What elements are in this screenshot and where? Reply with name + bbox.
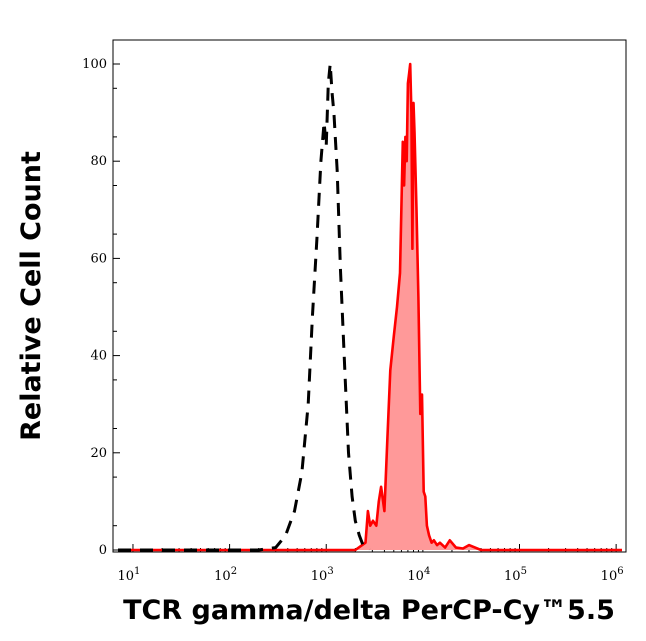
x-tick-label: 106 (601, 566, 624, 584)
y-tick-label: 0 (99, 543, 107, 558)
y-tick-label: 20 (90, 446, 107, 461)
stained-series-line (118, 62, 622, 552)
control-series-line (118, 62, 371, 552)
x-tick-label: 103 (311, 566, 334, 584)
plot-frame (112, 39, 627, 553)
y-axis-ticks: 0 20 40 60 80 100 (82, 57, 120, 558)
y-axis-title: Relative Cell Count (16, 151, 47, 441)
x-axis-ticks: 101 102 103 104 105 106 (118, 544, 624, 584)
x-tick-label: 104 (407, 566, 430, 584)
y-tick-label: 80 (90, 154, 107, 169)
y-tick-label: 100 (82, 57, 107, 72)
y-tick-label: 40 (90, 349, 107, 364)
stained-fill-area (118, 64, 622, 550)
minor-ticks (113, 87, 613, 552)
x-tick-label: 101 (118, 566, 141, 584)
x-tick-label: 102 (214, 566, 237, 584)
x-tick-label: 105 (504, 566, 527, 584)
x-axis-title: TCR gamma/delta PerCP-Cy™5.5 (123, 595, 615, 626)
series-layer (118, 62, 622, 552)
y-tick-label: 60 (90, 251, 107, 266)
